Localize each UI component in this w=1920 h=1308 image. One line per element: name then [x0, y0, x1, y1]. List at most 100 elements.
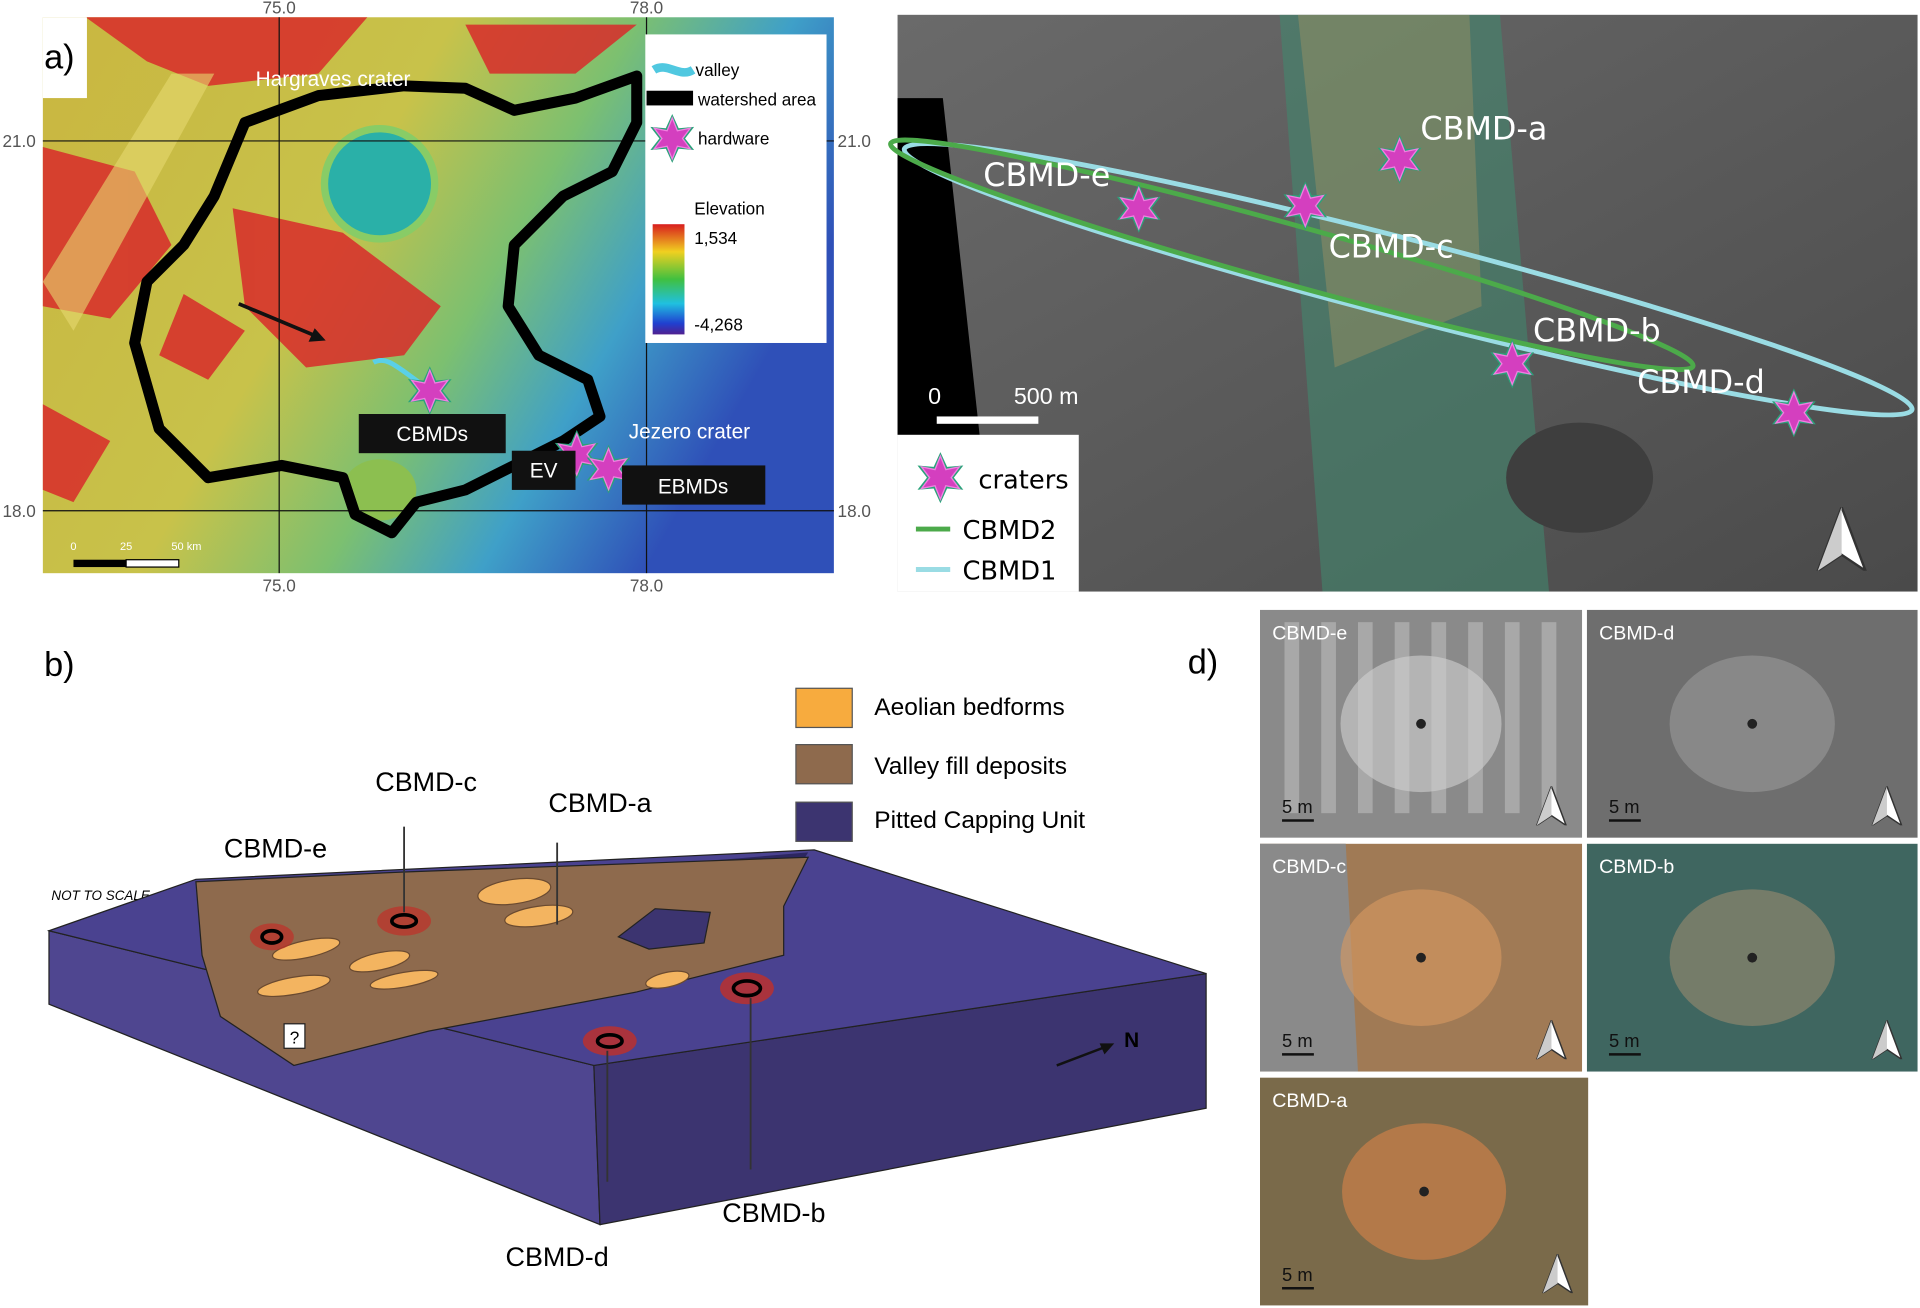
legend-label: Aeolian bedforms: [874, 694, 1064, 721]
legend-label: Pitted Capping Unit: [874, 807, 1085, 834]
valley: [372, 358, 421, 385]
legend-box: [897, 434, 1079, 592]
tile-crater: [1416, 952, 1426, 963]
legend-swatch: [795, 687, 853, 729]
no-data: [897, 98, 980, 435]
image-tile: CBMD-b 5 m: [1586, 843, 1918, 1072]
scale-label: 0: [70, 541, 76, 553]
place-label: Jezero crater: [629, 420, 750, 443]
site-label: CBMD-b: [1533, 312, 1661, 350]
site-box: [511, 450, 576, 490]
legend-label: valley: [696, 60, 740, 80]
arrowhead: [308, 328, 326, 342]
color-bar-label: 1,534: [694, 228, 737, 248]
image-tile: CBMD-a 5 m: [1260, 1077, 1589, 1306]
unknown-label: ?: [290, 1027, 300, 1047]
site-label: CBMD-d: [1637, 363, 1765, 401]
site-label: CBMD-e: [224, 833, 327, 863]
site-label: CBMDs: [396, 423, 468, 446]
cbmd2-ellipse: [888, 137, 1696, 373]
site-label: EV: [530, 460, 558, 483]
tile-scale-label: 5 m: [1609, 1030, 1640, 1051]
legend-valley: [651, 63, 696, 77]
tile-label: CBMD-a: [1272, 1090, 1347, 1112]
scale-bar: [125, 559, 180, 568]
crater: [1506, 422, 1654, 533]
tile-label: CBMD-e: [1272, 622, 1347, 644]
color-bar: [652, 224, 685, 335]
crater: [342, 459, 417, 521]
panel-c: c) CBMD-a CBMD-b CBMD-c CBMD-d CBMD-e 0 …: [888, 14, 1918, 592]
unknown-box: [283, 1023, 306, 1049]
tile-scale-label: 5 m: [1282, 1264, 1313, 1285]
tile-label: CBMD-d: [1599, 622, 1674, 644]
tile-scale-label: 5 m: [1282, 796, 1313, 817]
cbmd1-ellipse: [901, 141, 1915, 418]
legend-title: Elevation: [694, 198, 764, 218]
tile-label: CBMD-b: [1599, 856, 1674, 878]
crater-rings: [249, 906, 774, 1056]
legend-label: CBMD1: [962, 556, 1056, 586]
north-label: N: [1124, 1029, 1139, 1052]
color-bar-label: -4,268: [694, 315, 743, 335]
color-strip: [1297, 14, 1482, 368]
tile-dune: [1284, 622, 1300, 814]
panel-label-box: [42, 17, 87, 99]
tile-crater: [1747, 718, 1758, 729]
panel-a: Hargraves crater Jezero crater CBMDs EV …: [2, 0, 870, 596]
site-label: CBMD-a: [1420, 110, 1547, 148]
site-box: [622, 465, 766, 505]
legend-label: watershed area: [697, 89, 817, 109]
lon-tick: 75.0: [263, 0, 296, 18]
leader-lines: [403, 826, 752, 1182]
color-strip: [1279, 14, 1549, 592]
tile-scale-label: 5 m: [1609, 796, 1640, 817]
panel-label: d): [1188, 644, 1218, 682]
tile-scale-label: 5 m: [1282, 1030, 1313, 1051]
scale-label: 0: [928, 383, 941, 409]
tile-crater: [1747, 952, 1758, 963]
mesa: [617, 908, 711, 950]
place-label: Hargraves crater: [256, 68, 411, 91]
tile-label: CBMD-c: [1272, 856, 1346, 878]
tile-dune: [1541, 622, 1557, 814]
tile-crater: [1416, 718, 1426, 729]
scale-bar: [73, 559, 127, 568]
legend-label: CBMD2: [962, 516, 1056, 546]
scale-label: 500 m: [1014, 383, 1079, 409]
site-label: EBMDs: [658, 476, 728, 499]
panel-label: b): [44, 646, 74, 684]
lon-tick: 78.0: [630, 576, 663, 596]
legend-swatch: [795, 801, 853, 842]
tile-dune: [1504, 622, 1520, 814]
tile-dune: [1321, 622, 1336, 814]
image-tile: CBMD-e 5 m: [1260, 609, 1583, 838]
lon-tick: 78.0: [630, 0, 663, 18]
image-tile: CBMD-d 5 m: [1586, 609, 1918, 838]
lat-tick: 21.0: [838, 131, 871, 151]
site-label: CBMD-d: [506, 1242, 609, 1272]
scale-bar: [936, 416, 1039, 424]
site-label: CBMD-c: [375, 767, 477, 797]
arrow: [238, 302, 322, 340]
lon-tick: 75.0: [263, 576, 296, 596]
legend-label: hardware: [698, 129, 769, 149]
site-label: CBMD-e: [983, 156, 1110, 194]
lat-tick: 18.0: [838, 501, 871, 521]
legend-label: craters: [978, 466, 1068, 496]
site-label: CBMD-c: [1329, 227, 1454, 265]
site-box: [358, 414, 506, 454]
panel-b: b) Aeolian bedforms Valley fill deposits…: [44, 646, 1207, 1272]
lat-tick: 21.0: [2, 131, 35, 151]
image-tile: CBMD-c 5 m: [1260, 843, 1583, 1072]
bedforms: [257, 877, 690, 998]
scale-label: 50 km: [171, 541, 201, 553]
tile-crater: [1419, 1186, 1429, 1197]
site-label: CBMD-b: [722, 1198, 825, 1228]
legend-swatch: [795, 744, 853, 785]
legend-label: Valley fill deposits: [874, 753, 1067, 780]
tile-gray-area: [1260, 843, 1358, 1072]
